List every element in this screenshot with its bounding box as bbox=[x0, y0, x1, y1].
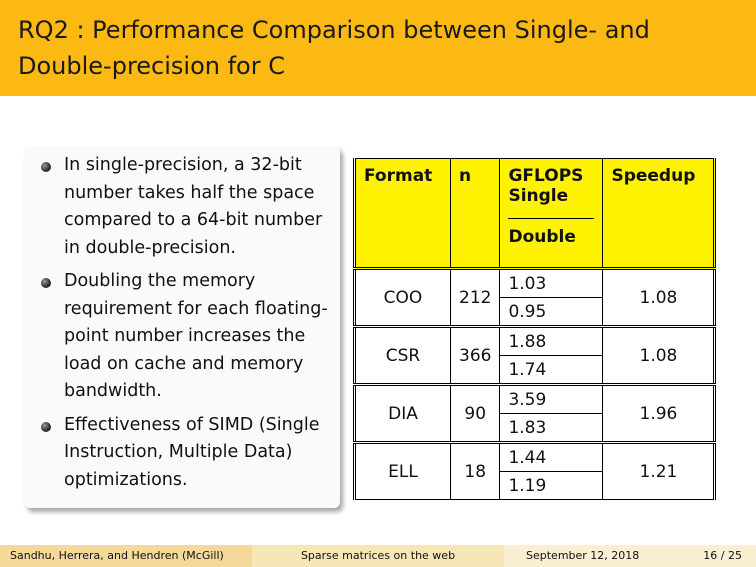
bullet-list: In single-precision, a 32-bit number tak… bbox=[34, 152, 334, 494]
bullet-icon bbox=[41, 162, 51, 172]
header-gflops-label: GFLOPS bbox=[508, 166, 584, 186]
performance-table-wrapper: Format n GFLOPS Single Double Speedup CO… bbox=[353, 158, 717, 500]
table-header-row: Format n GFLOPS Single Double Speedup bbox=[354, 158, 716, 269]
bullet-item: In single-precision, a 32-bit number tak… bbox=[34, 152, 334, 262]
footer-right: September 12, 2018 16 / 25 bbox=[504, 545, 756, 567]
bullet-text: Effectiveness of SIMD (Single Instructio… bbox=[64, 414, 320, 490]
cell-n: 212 bbox=[449, 267, 501, 327]
table-row: COO 212 1.03 1.08 bbox=[354, 267, 716, 327]
cell-format: COO bbox=[354, 267, 451, 327]
cell-n: 18 bbox=[449, 441, 501, 500]
bullet-text: Doubling the memory requirement for each… bbox=[64, 271, 328, 401]
cell-speedup: 1.21 bbox=[602, 441, 716, 500]
bullet-item: Effectiveness of SIMD (Single Instructio… bbox=[34, 412, 334, 495]
footer-authors: Sandhu, Herrera, and Hendren (McGill) bbox=[0, 545, 252, 567]
header-n: n bbox=[449, 158, 501, 269]
cell-format: DIA bbox=[354, 383, 451, 443]
cell-speedup: 1.08 bbox=[602, 325, 716, 385]
slide-title: RQ2 : Performance Comparison between Sin… bbox=[18, 16, 650, 80]
cell-double: 1.74 bbox=[499, 355, 604, 385]
cell-double: 1.83 bbox=[499, 413, 604, 443]
header-double-label: Double bbox=[508, 227, 576, 247]
cell-format: CSR bbox=[354, 325, 451, 385]
table-row: ELL 18 1.44 1.21 bbox=[354, 441, 716, 500]
footer-bar: Sandhu, Herrera, and Hendren (McGill) Sp… bbox=[0, 545, 756, 567]
header-speedup: Speedup bbox=[602, 158, 716, 269]
cell-speedup: 1.96 bbox=[602, 383, 716, 443]
bullet-text: In single-precision, a 32-bit number tak… bbox=[64, 155, 323, 258]
table-row: CSR 366 1.88 1.08 bbox=[354, 325, 716, 385]
title-bar: RQ2 : Performance Comparison between Sin… bbox=[0, 0, 756, 96]
bullet-item: Doubling the memory requirement for each… bbox=[34, 268, 334, 406]
table-row: 1.19 bbox=[355, 471, 715, 500]
header-divider bbox=[508, 218, 595, 219]
cell-n: 90 bbox=[449, 383, 501, 443]
footer-talk-title: Sparse matrices on the web bbox=[252, 545, 504, 567]
cell-single: 1.44 bbox=[499, 441, 604, 472]
bullet-icon bbox=[41, 278, 51, 288]
footer-page-number: 16 / 25 bbox=[703, 549, 742, 562]
table-row: 1.74 bbox=[355, 355, 715, 385]
cell-double: 0.95 bbox=[499, 297, 604, 327]
performance-table: Format n GFLOPS Single Double Speedup CO… bbox=[353, 158, 717, 500]
cell-double: 1.19 bbox=[499, 471, 604, 500]
bullet-icon bbox=[41, 421, 51, 432]
table-row: DIA 90 3.59 1.96 bbox=[354, 383, 716, 443]
cell-single: 1.88 bbox=[499, 325, 604, 356]
table-row: 0.95 bbox=[355, 297, 715, 327]
header-gflops: GFLOPS Single Double bbox=[499, 158, 604, 269]
cell-single: 3.59 bbox=[499, 383, 604, 414]
footer-date: September 12, 2018 bbox=[526, 549, 640, 562]
cell-n: 366 bbox=[449, 325, 501, 385]
cell-format: ELL bbox=[354, 441, 451, 500]
cell-single: 1.03 bbox=[499, 267, 604, 298]
header-format: Format bbox=[354, 158, 451, 269]
header-single-label: Single bbox=[508, 186, 569, 206]
bullet-block: In single-precision, a 32-bit number tak… bbox=[24, 146, 340, 508]
cell-speedup: 1.08 bbox=[602, 267, 716, 327]
